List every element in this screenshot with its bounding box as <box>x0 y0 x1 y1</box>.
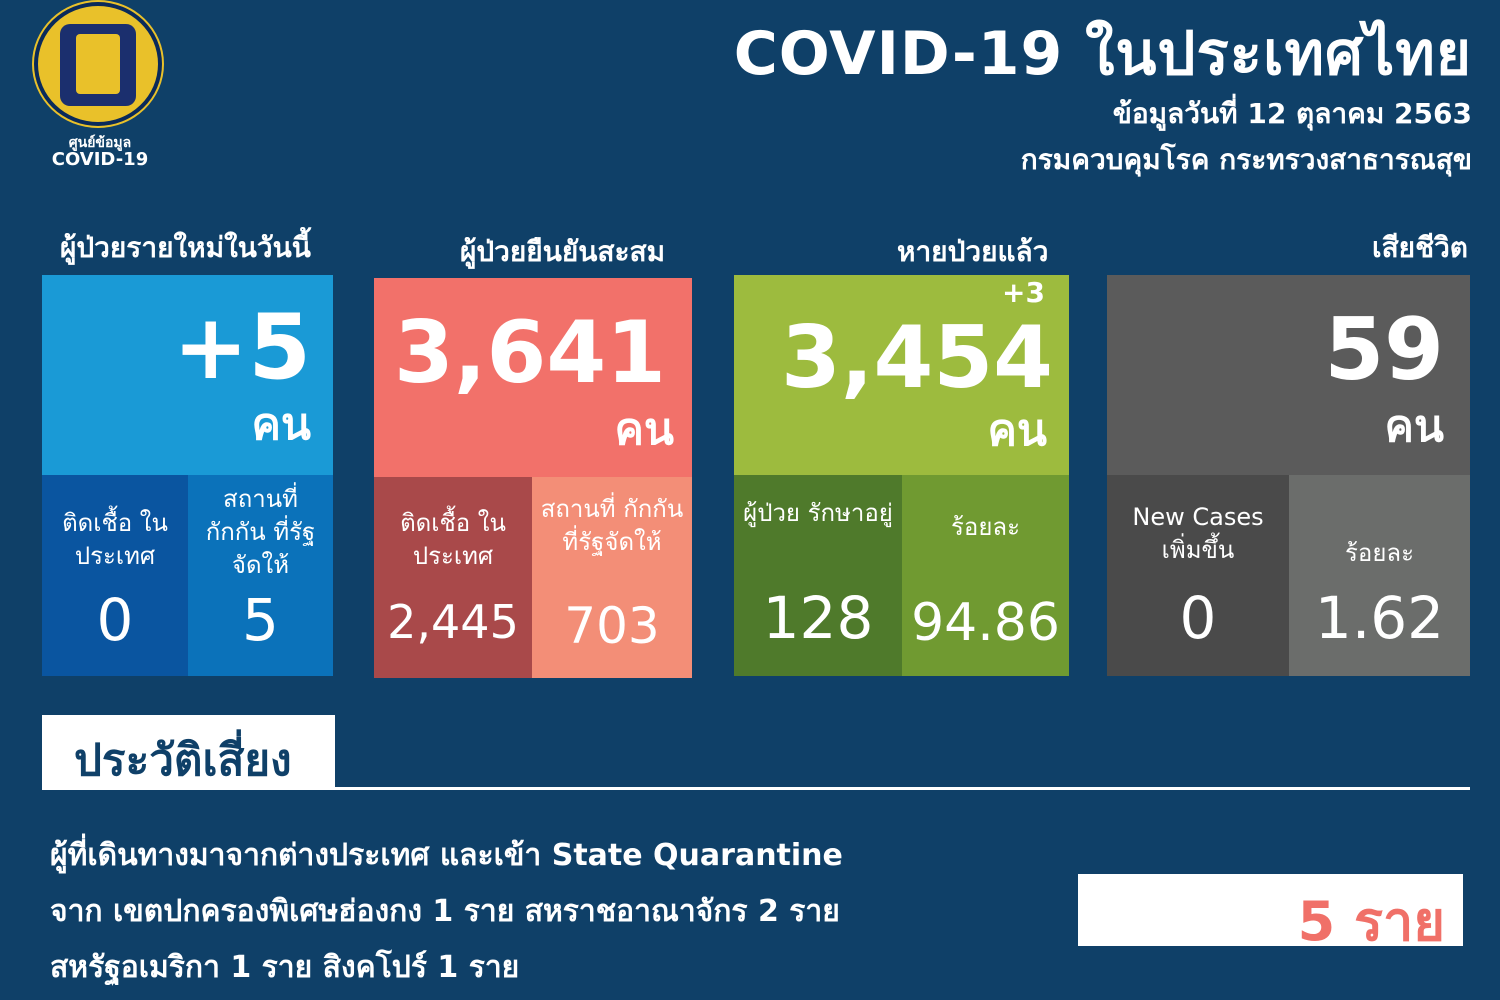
card-value: 3,454 <box>780 308 1053 408</box>
card-label-cumulative: ผู้ป่วยยืนยันสะสม <box>460 235 666 268</box>
sub-value: 703 <box>564 597 660 655</box>
source-text: กรมควบคุมโรค กระทรวงสาธารณสุข <box>1020 143 1472 176</box>
divider <box>42 787 1470 790</box>
card-top: +3 3,454 คน <box>734 275 1069 475</box>
sub-percent-deaths: ร้อยละ 1.62 <box>1289 475 1470 676</box>
sub-quarantine: สถานที่ กักกัน ที่รัฐจัดให้ 5 <box>188 475 333 676</box>
card-unit: คน <box>614 404 674 455</box>
sub-label: ผู้ป่วย รักษาอยู่ <box>743 499 893 527</box>
sub-value: 5 <box>242 586 279 654</box>
sub-label: ร้อยละ <box>1345 539 1414 567</box>
card-top: +5 คน <box>42 275 333 475</box>
risk-total: 5 ราย <box>1078 874 1463 953</box>
sub-in-treatment: ผู้ป่วย รักษาอยู่ 128 <box>734 475 902 676</box>
sub-label: ติดเชื้อ ในประเทศ <box>400 509 506 570</box>
recovered-card: +3 3,454 คน ผู้ป่วย รักษาอยู่ 128 ร้อยละ… <box>734 275 1069 676</box>
sub-new-deaths: New Cases เพิ่มขึ้น 0 <box>1107 475 1289 676</box>
risk-line: ผู้ที่เดินทางมาจากต่างประเทศ และเข้า Sta… <box>50 838 843 873</box>
logo-caption-covid: COVID-19 <box>51 149 149 170</box>
sub-domestic: ติดเชื้อ ในประเทศ 2,445 <box>374 477 532 678</box>
cumulative-cases-card: 3,641 คน ติดเชื้อ ในประเทศ 2,445 สถานที่… <box>374 278 692 678</box>
page-title: COVID-19 ในประเทศไทย <box>733 19 1472 89</box>
risk-line: สหรัฐอเมริกา 1 ราย สิงคโปร์ 1 ราย <box>50 950 520 985</box>
date-text: ข้อมูลวันที่ 12 ตุลาคม 2563 <box>1112 97 1472 130</box>
sub-value: 0 <box>1179 584 1217 652</box>
sub-quarantine: สถานที่ กักกัน ที่รัฐจัดให้ 703 <box>532 477 692 678</box>
sub-label: สถานที่ กักกัน ที่รัฐจัดให้ <box>540 495 684 556</box>
card-unit: คน <box>1384 401 1444 452</box>
sub-value: 1.62 <box>1314 584 1445 652</box>
card-top: 59 คน <box>1107 275 1470 475</box>
card-label-new: ผู้ป่วยรายใหม่ในวันนี้ <box>60 231 311 264</box>
sub-label: สถานที่ กักกัน ที่รัฐจัดให้ <box>205 485 316 579</box>
risk-line: จาก เขตปกครองพิเศษฮ่องกง 1 ราย สหราชอาณา… <box>50 894 840 929</box>
thai-government-seal-logo <box>34 2 162 126</box>
sub-label: New Cases เพิ่มขึ้น <box>1132 503 1264 564</box>
sub-value: 2,445 <box>387 595 519 649</box>
sub-domestic: ติดเชื้อ ในประเทศ 0 <box>42 475 188 676</box>
deaths-card: 59 คน New Cases เพิ่มขึ้น 0 ร้อยละ 1.62 <box>1107 275 1470 676</box>
sub-value: 128 <box>762 584 874 652</box>
logo-caption: ศูนย์ข้อมูล <box>68 135 132 151</box>
card-value: 59 <box>1324 300 1444 400</box>
card-unit: คน <box>251 399 311 450</box>
risk-history-heading: ประวัติเสี่ยง <box>42 715 335 789</box>
new-cases-card: +5 คน ติดเชื้อ ในประเทศ 0 สถานที่ กักกัน… <box>42 275 333 676</box>
card-value: 3,641 <box>393 303 666 403</box>
card-unit: คน <box>987 405 1047 456</box>
card-value: +5 <box>172 295 311 400</box>
recovered-delta: +3 <box>1002 276 1045 309</box>
sub-value: 0 <box>96 586 134 654</box>
card-label-deaths: เสียชีวิต <box>1372 231 1468 264</box>
sub-label: ติดเชื้อ ในประเทศ <box>62 509 168 570</box>
card-label-recovered: หายป่วยแล้ว <box>897 235 1049 268</box>
sub-value: 94.86 <box>911 593 1060 653</box>
card-top: 3,641 คน <box>374 278 692 477</box>
sub-percent-recovered: ร้อยละ 94.86 <box>902 475 1069 676</box>
sub-label: ร้อยละ <box>951 513 1020 541</box>
